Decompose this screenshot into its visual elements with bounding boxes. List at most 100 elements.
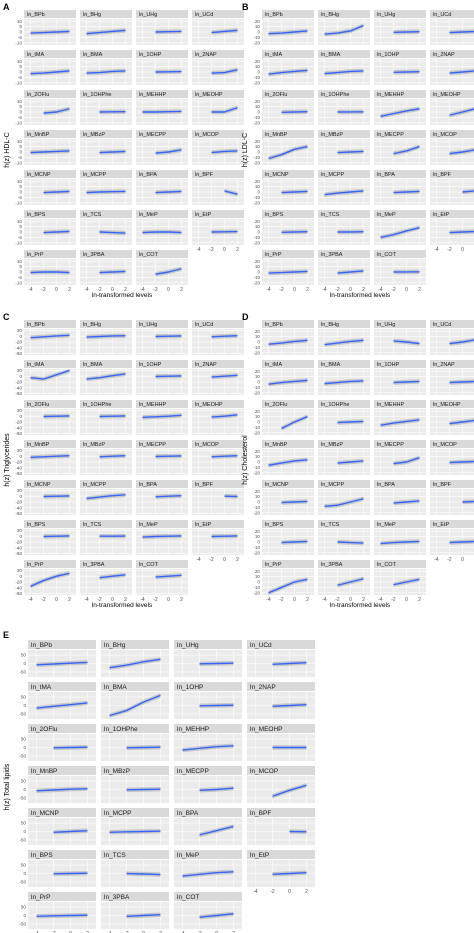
- facet-strip: [430, 170, 474, 178]
- facet-ln_MeP: ln_MeP: [374, 520, 426, 555]
- facet-label: ln_MnBP: [27, 132, 50, 138]
- y-tick-label: 10: [255, 144, 261, 149]
- facet-strip: [262, 480, 314, 488]
- y-tick-label: 10: [255, 334, 261, 339]
- facet-strip: [430, 50, 474, 58]
- y-tick-label: 5: [19, 24, 22, 29]
- facet-ln_MeP: ln_MeP: [374, 210, 426, 245]
- x-tick-label: -4: [266, 597, 271, 603]
- facet-strip: [192, 170, 244, 178]
- exposure-response-line: [281, 500, 308, 504]
- exposure-response-line: [380, 419, 420, 426]
- exposure-response-line: [86, 29, 126, 35]
- facet-label: ln_MnBP: [265, 132, 288, 138]
- facet-label: ln_TCS: [321, 212, 340, 218]
- exposure-response-line: [462, 500, 474, 503]
- facet-ln_COT: ln_COT -4 -2 0 2: [374, 560, 426, 603]
- facet-ln_2NAP: ln_2NAP: [430, 50, 474, 85]
- exposure-response-line: [43, 495, 70, 498]
- facet-strip: [24, 130, 76, 138]
- x-tick-label: -2: [270, 889, 275, 895]
- facet-ln_1OHPhe: ln_1OHPhe: [80, 400, 132, 435]
- exposure-response-line: [462, 190, 474, 193]
- facet-label: ln_2OFlu: [265, 402, 287, 408]
- facet-ln_MECPP: ln_MECPP: [374, 130, 426, 165]
- y-tick-label: -20: [253, 160, 260, 165]
- facet-label: ln_BHg: [321, 322, 339, 328]
- panel-letter: D: [242, 312, 249, 322]
- facet-ln_COT: ln_COT -4 -2 0 2: [374, 250, 426, 293]
- y-tick-label: -20: [253, 550, 260, 555]
- y-tick-label: 0: [23, 913, 26, 918]
- y-tick-label: 10: [17, 19, 23, 24]
- y-tick-label: -5: [18, 115, 23, 120]
- facet-label: ln_BMA: [83, 362, 103, 368]
- x-tick-label: -2: [97, 287, 102, 293]
- facet-ln_TCS: ln_TCS: [80, 210, 132, 245]
- facet-strip: [247, 766, 315, 775]
- y-tick-label: 0: [19, 110, 22, 115]
- facet-strip: [136, 130, 188, 138]
- facet-strip: [136, 250, 188, 258]
- facet-label: ln_MCPP: [104, 810, 131, 817]
- facet-label: ln_EtP: [195, 522, 212, 528]
- facet-ln_1OHP: ln_1OHP: [374, 360, 426, 395]
- x-tick-label: 0: [293, 597, 296, 603]
- y-tick-label: -60: [15, 511, 22, 516]
- y-tick-label: 0: [23, 787, 26, 792]
- y-tick-label: 0: [257, 580, 260, 585]
- facet-strip: [80, 440, 132, 448]
- facet-label: ln_MEHHP: [139, 92, 167, 98]
- facet-ln_BPF: ln_BPF: [247, 808, 315, 845]
- facet-label: ln_PrP: [265, 252, 282, 258]
- facet-ln_UHg: ln_UHg: [374, 10, 426, 45]
- facet-label: ln_BPF: [433, 172, 452, 178]
- facet-strip: [136, 560, 188, 568]
- exposure-response-line: [142, 414, 182, 419]
- facet-ln_TCS: ln_TCS: [318, 520, 370, 555]
- exposure-response-line: [337, 578, 364, 586]
- facet-strip: [174, 850, 242, 859]
- facet-strip: [136, 320, 188, 328]
- facet-strip: [374, 520, 426, 528]
- x-tick-label: 2: [418, 287, 421, 293]
- facet-strip: [262, 210, 314, 218]
- facet-strip: [374, 360, 426, 368]
- facet-label: ln_1OHPhe: [104, 726, 138, 733]
- facet-ln_MCOP: ln_MCOP: [430, 130, 474, 165]
- facet-strip: [262, 90, 314, 98]
- facet-strip: [24, 170, 76, 178]
- x-tick-label: 2: [124, 287, 127, 293]
- y-tick-label: 0: [257, 30, 260, 35]
- y-tick-label: 0: [19, 414, 22, 419]
- facet-label: ln_MBzP: [83, 132, 105, 138]
- facet-strip: [28, 850, 96, 859]
- exposure-response-line: [30, 334, 70, 339]
- facet-strip: [430, 360, 474, 368]
- exposure-response-line: [272, 703, 307, 708]
- x-tick-label: 0: [215, 931, 218, 933]
- y-tick-label: -60: [15, 471, 22, 476]
- facet-ln_MCOP: ln_MCOP: [247, 766, 315, 803]
- facet-ln_MBzP: ln_MBzP: [80, 440, 132, 475]
- y-tick-label: -20: [253, 430, 260, 435]
- y-tick-label: -5: [18, 195, 23, 200]
- exposure-response-line: [36, 661, 88, 666]
- facet-ln_TCS: ln_TCS: [101, 850, 169, 887]
- facet-ln_UCd: ln_UCd: [430, 10, 474, 45]
- facet-strip: [101, 850, 169, 859]
- facet-label: ln_MCPP: [83, 482, 107, 488]
- exposure-response-line: [449, 540, 474, 544]
- exposure-response-line: [182, 871, 234, 877]
- facet-label: ln_BPS: [27, 522, 46, 528]
- x-tick-label: -4: [107, 931, 112, 933]
- y-axis-title: h(z) LDL-C: [242, 133, 249, 167]
- facet-label: ln_MEHHP: [377, 92, 405, 98]
- x-tick-label: -2: [279, 597, 284, 603]
- x-tick-label: 0: [223, 247, 226, 253]
- facet-label: ln_PrP: [31, 894, 51, 901]
- x-tick-label: -4: [322, 287, 327, 293]
- facet-ln_BPF: ln_BPF: [192, 170, 244, 205]
